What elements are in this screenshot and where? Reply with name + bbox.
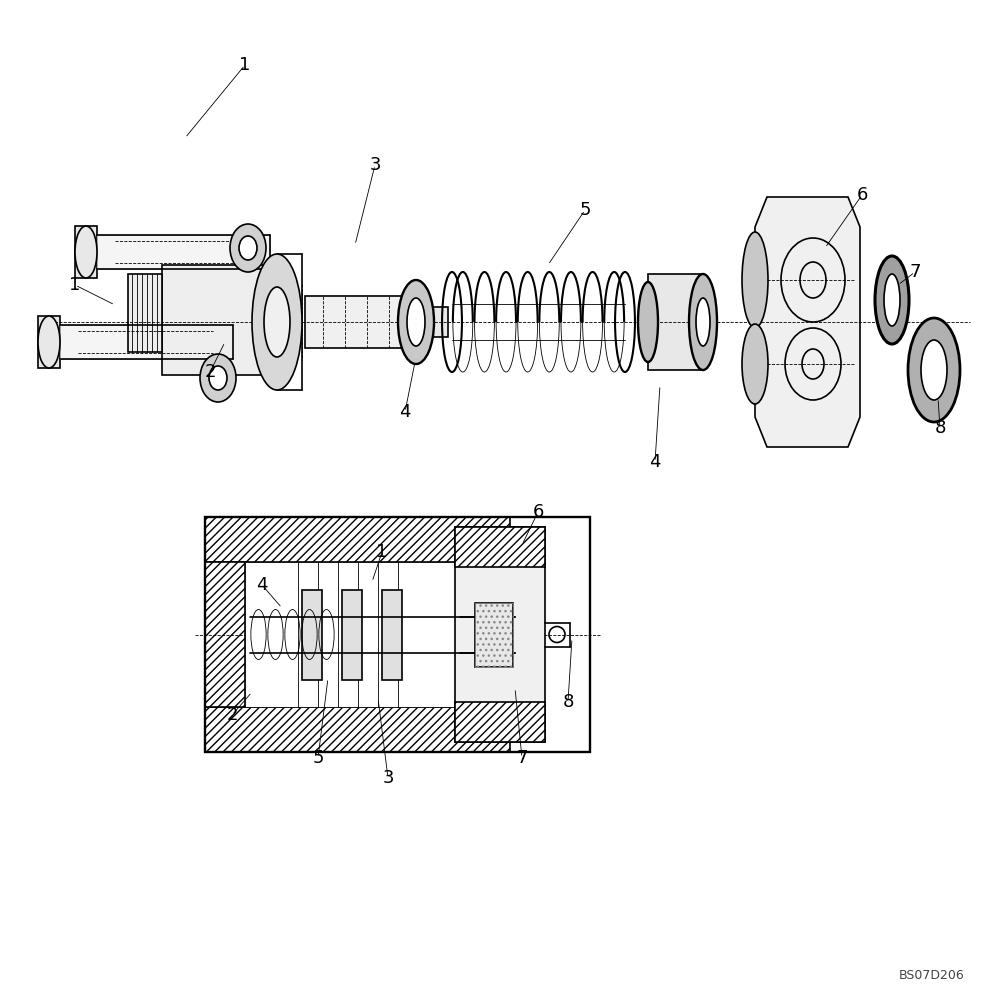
Ellipse shape [689, 274, 717, 370]
Text: 1: 1 [376, 543, 388, 561]
Bar [60, 325, 233, 359]
Bar [245, 562, 455, 707]
Text: 5: 5 [579, 201, 591, 219]
Text: 2: 2 [226, 706, 238, 724]
Bar [205, 517, 510, 562]
Bar [455, 527, 545, 742]
Ellipse shape [239, 236, 257, 260]
Bar [410, 307, 448, 337]
Text: 3: 3 [382, 769, 394, 787]
Bar [97, 235, 270, 269]
Ellipse shape [638, 282, 658, 362]
Bar [162, 265, 277, 375]
Ellipse shape [742, 232, 768, 328]
Bar [455, 702, 545, 742]
Bar [38, 316, 60, 368]
Bar [382, 589, 402, 680]
Text: 8: 8 [934, 419, 946, 437]
Ellipse shape [875, 256, 909, 344]
Bar [648, 274, 703, 370]
Text: 8: 8 [562, 693, 574, 711]
Bar [205, 562, 245, 707]
Ellipse shape [230, 224, 266, 272]
Text: 4: 4 [399, 403, 411, 421]
Ellipse shape [398, 280, 434, 364]
Text: 6: 6 [532, 503, 544, 521]
Text: 3: 3 [369, 156, 381, 174]
Bar [75, 226, 97, 278]
Ellipse shape [921, 340, 947, 400]
Ellipse shape [908, 318, 960, 422]
Text: 6: 6 [856, 186, 868, 204]
Bar [475, 602, 513, 666]
Bar [305, 296, 410, 348]
Text: 4: 4 [649, 453, 661, 471]
Bar [455, 527, 545, 567]
Ellipse shape [742, 324, 768, 404]
Text: BS07D206: BS07D206 [899, 969, 965, 982]
Text: 7: 7 [909, 263, 921, 281]
Text: 1: 1 [239, 56, 251, 74]
Bar [205, 517, 590, 752]
Ellipse shape [200, 354, 236, 402]
Bar [302, 589, 322, 680]
Bar [342, 589, 362, 680]
Ellipse shape [252, 254, 302, 390]
Ellipse shape [696, 298, 710, 346]
Bar [128, 274, 166, 352]
Ellipse shape [75, 226, 97, 278]
Ellipse shape [884, 274, 900, 326]
Bar [205, 707, 510, 752]
Text: 1: 1 [69, 276, 81, 294]
Ellipse shape [38, 316, 60, 368]
Text: 5: 5 [312, 749, 324, 767]
Text: 7: 7 [516, 749, 528, 767]
Ellipse shape [264, 287, 290, 357]
Ellipse shape [209, 366, 227, 390]
Bar [475, 602, 513, 666]
Text: 2: 2 [204, 363, 216, 381]
Polygon shape [755, 197, 860, 447]
Text: 4: 4 [256, 576, 268, 594]
Ellipse shape [407, 298, 425, 346]
